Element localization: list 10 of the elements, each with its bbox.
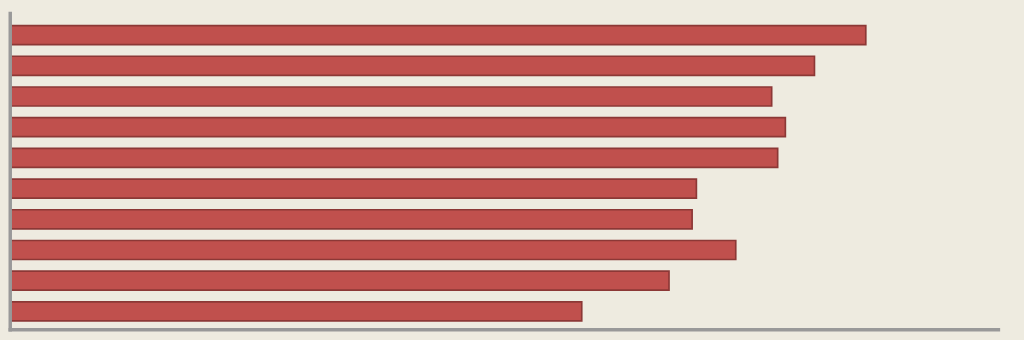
bar bbox=[10, 55, 816, 77]
bar bbox=[10, 116, 787, 138]
bar bbox=[10, 147, 779, 169]
bar bbox=[10, 301, 583, 322]
bar bbox=[10, 178, 698, 199]
bar bbox=[10, 208, 693, 230]
bar bbox=[10, 239, 737, 261]
bar bbox=[10, 24, 867, 46]
bar bbox=[10, 270, 670, 292]
bar bbox=[10, 86, 773, 107]
